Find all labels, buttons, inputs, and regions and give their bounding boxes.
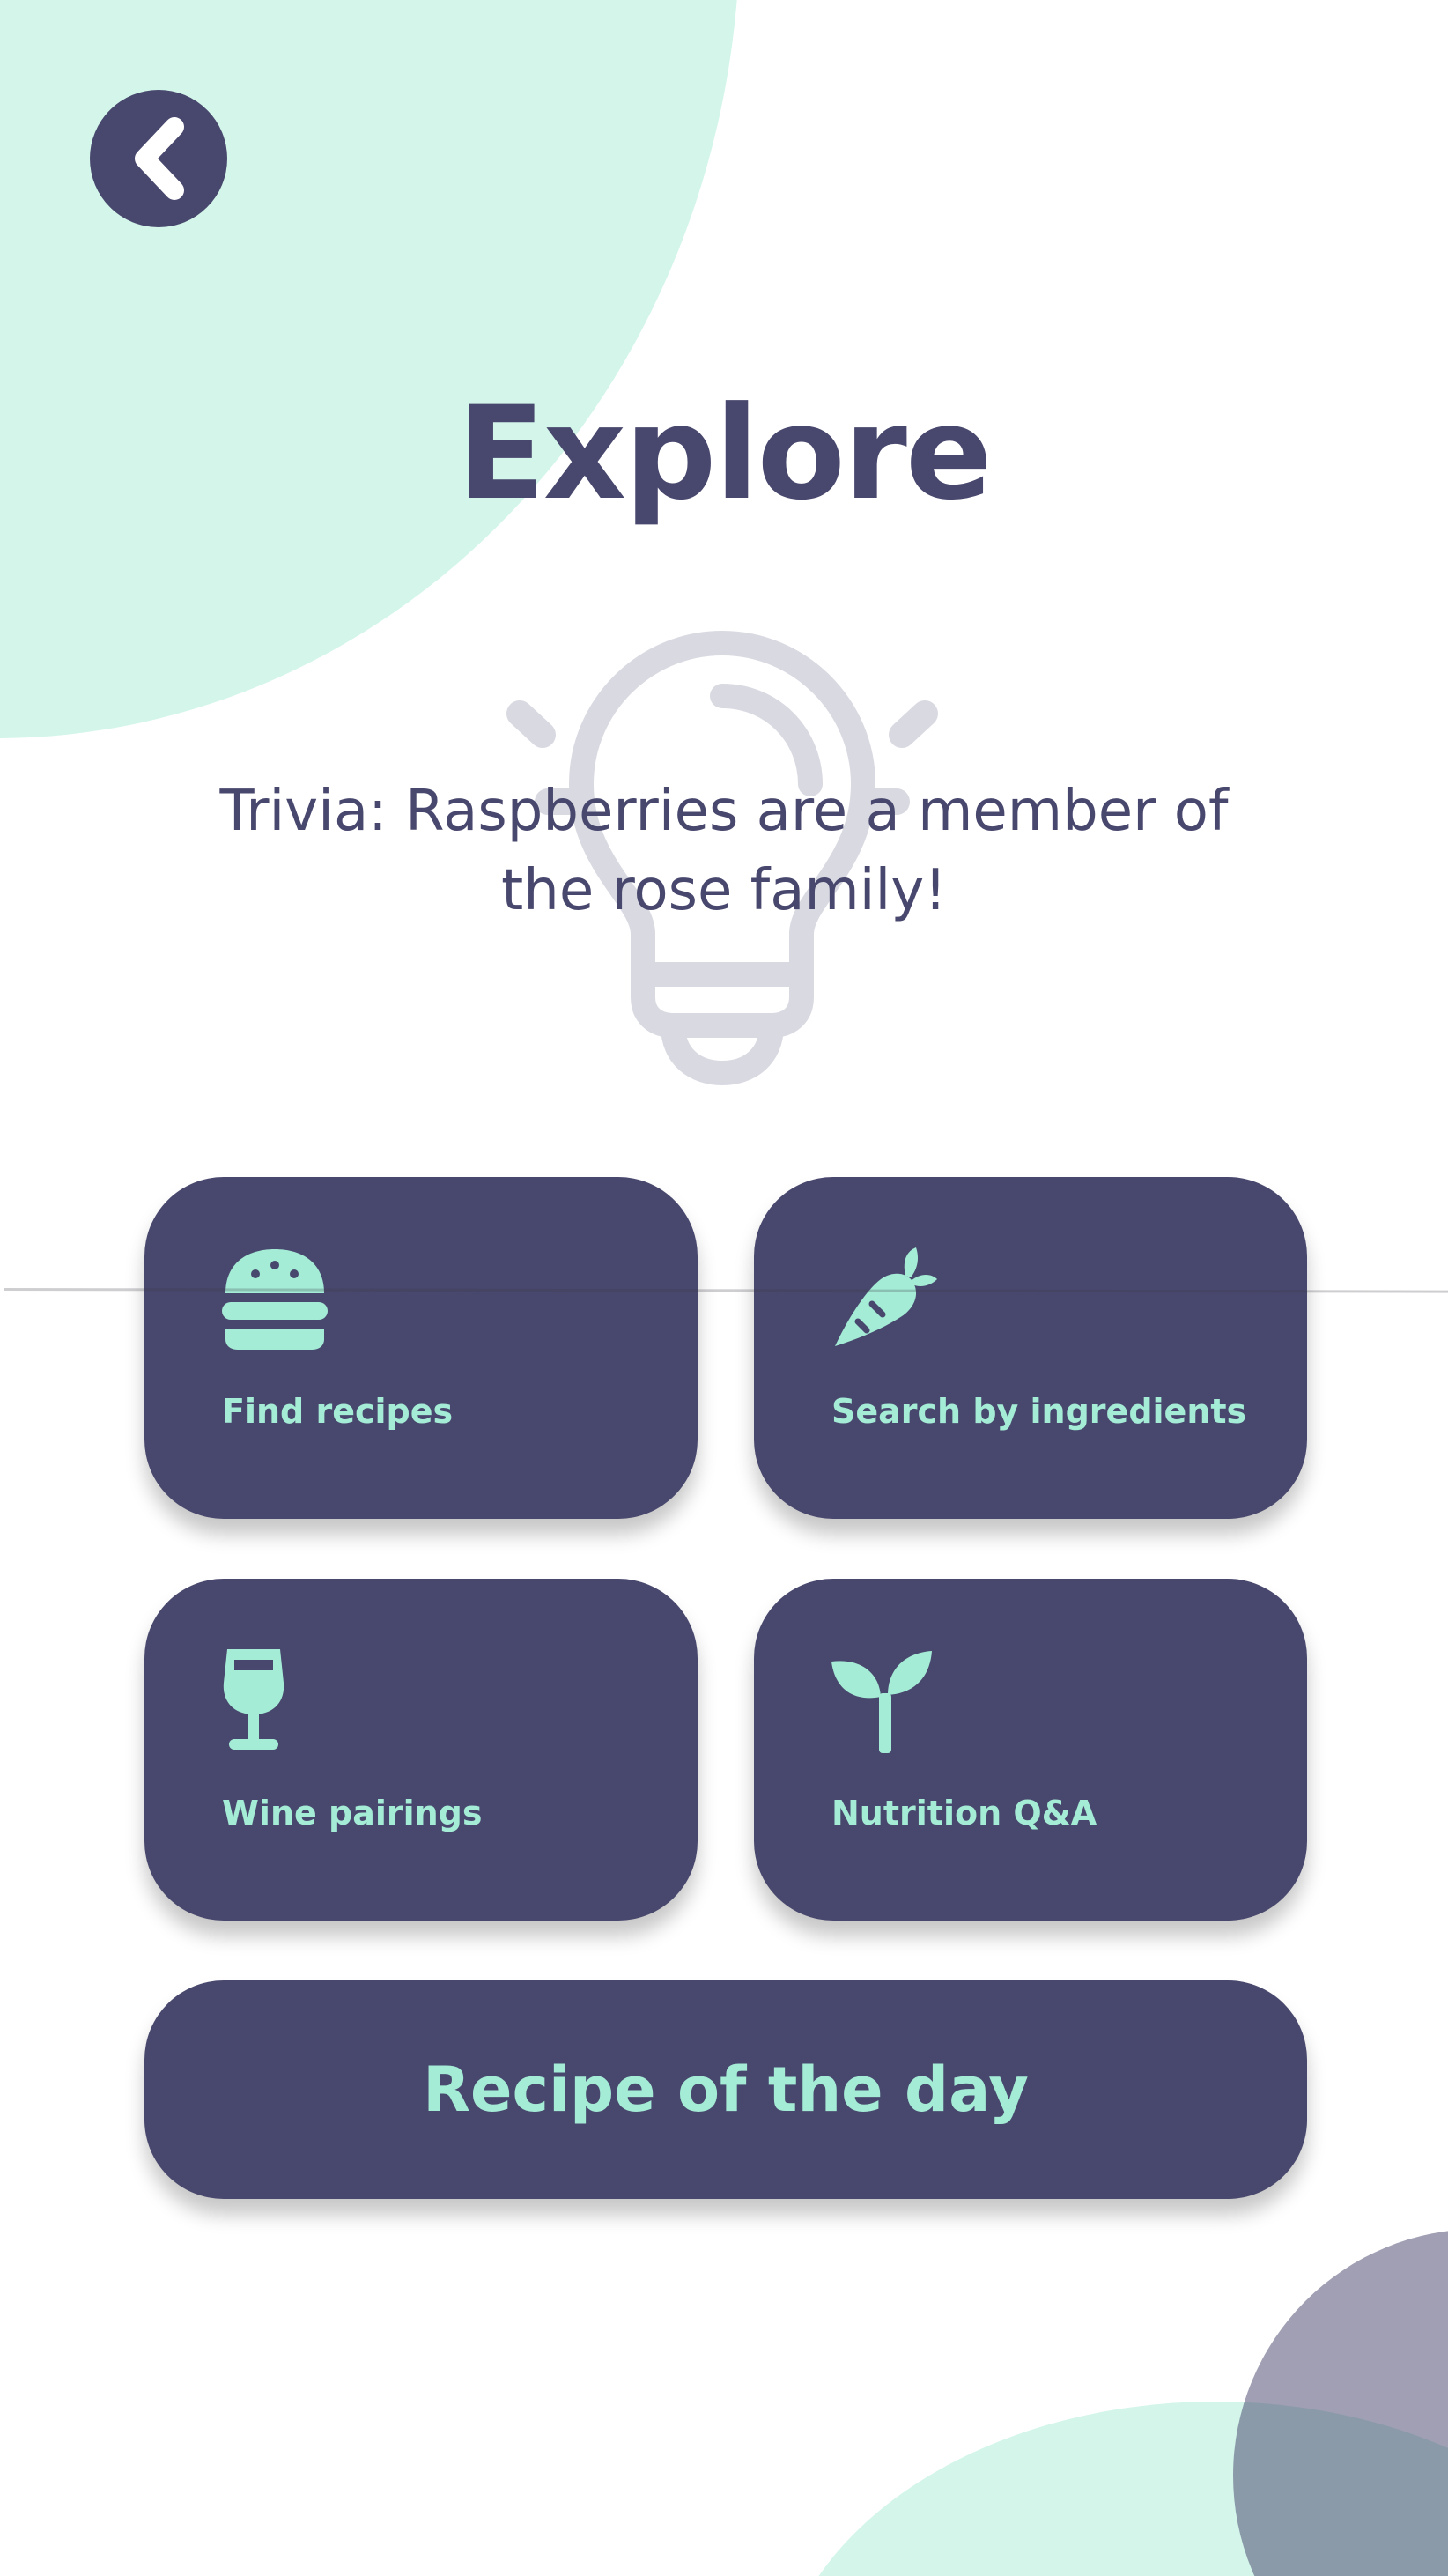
sprout-icon bbox=[831, 1651, 932, 1753]
carrot-icon bbox=[835, 1247, 937, 1346]
nutrition-qa-label: Nutrition Q&A bbox=[831, 1794, 1097, 1832]
find-recipes-label: Find recipes bbox=[222, 1392, 454, 1431]
search-by-ingredients-label: Search by ingredients bbox=[831, 1392, 1247, 1431]
recipe-of-the-day-button[interactable]: Recipe of the day bbox=[144, 1980, 1307, 2199]
burger-icon bbox=[222, 1249, 328, 1350]
wine-glass-icon bbox=[223, 1649, 284, 1750]
trivia-line-1: Trivia: Raspberries are a member of bbox=[219, 779, 1229, 844]
find-recipes-button[interactable]: Find recipes bbox=[144, 1177, 698, 1519]
wine-pairings-button[interactable]: Wine pairings bbox=[144, 1579, 698, 1921]
trivia-text: Trivia: Raspberries are a member of the … bbox=[88, 772, 1360, 930]
decorative-blob-bottom-grey bbox=[1233, 2229, 1448, 2576]
chevron-left-icon bbox=[135, 117, 184, 200]
back-button[interactable] bbox=[90, 90, 227, 227]
nutrition-qa-button[interactable]: Nutrition Q&A bbox=[754, 1579, 1307, 1921]
recipe-of-the-day-label: Recipe of the day bbox=[423, 2054, 1029, 2126]
wine-pairings-label: Wine pairings bbox=[222, 1794, 483, 1832]
lightbulb-icon bbox=[506, 631, 938, 1085]
page-title: Explore bbox=[457, 379, 993, 529]
search-by-ingredients-button[interactable]: Search by ingredients bbox=[754, 1177, 1307, 1519]
trivia-line-2: the rose family! bbox=[501, 858, 947, 923]
